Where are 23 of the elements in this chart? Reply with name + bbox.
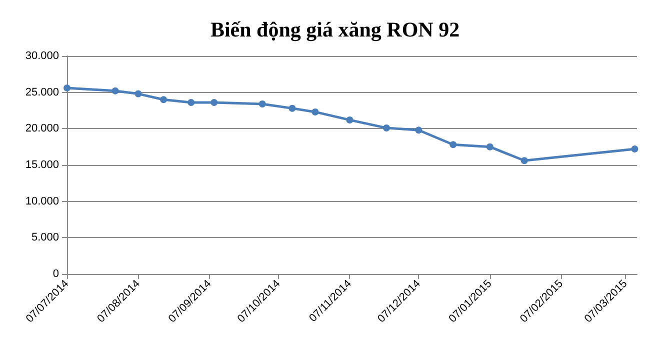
point [160,96,168,104]
point [450,141,457,148]
point [188,99,195,106]
point [134,90,142,98]
point [415,126,422,134]
y-tick-label: 0 [52,268,59,280]
y-tick-label: 30.000 [25,50,59,62]
point [210,99,218,106]
point [346,116,354,124]
y-tick-label: 15.000 [25,159,59,171]
point [112,87,119,94]
chart-title: Biến động giá xăng RON 92 [210,18,460,42]
point [312,108,319,116]
point [631,146,638,153]
point [520,157,528,164]
y-tick-label: 20.000 [25,122,59,135]
y-tick-label: 25.000 [25,86,59,98]
y-tick-label: 5.000 [31,232,59,244]
point [382,124,390,132]
point [258,100,266,108]
point [288,104,296,112]
point [486,143,494,150]
y-tick-label: 10.000 [25,195,59,208]
